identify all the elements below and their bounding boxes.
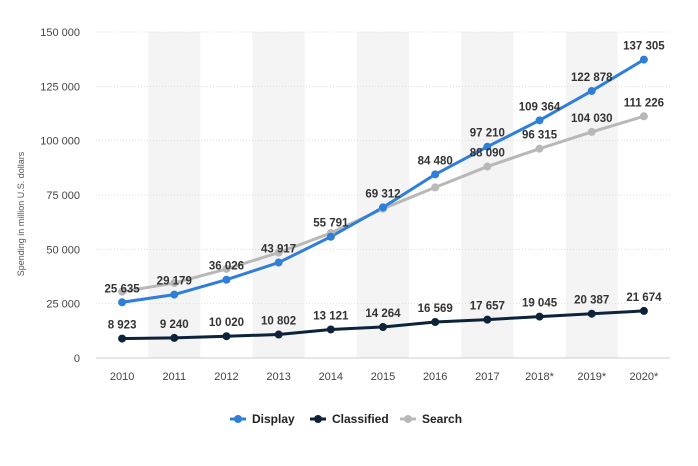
data-point-display	[326, 232, 335, 241]
x-tick-label: 2019*	[577, 371, 606, 383]
x-tick-label: 2011	[162, 371, 186, 383]
data-point-display	[118, 298, 127, 307]
data-point-search	[170, 279, 179, 288]
data-point-classified	[639, 306, 648, 315]
x-tick-label: 2013	[266, 371, 290, 383]
data-label-display: 29 179	[157, 276, 192, 288]
data-point-display	[222, 275, 231, 284]
data-label-display: 122 878	[571, 72, 613, 84]
data-label-display: 43 917	[261, 244, 296, 256]
data-point-search	[639, 112, 648, 121]
data-label-search: 111 226	[624, 97, 664, 109]
y-tick-label: 125 000	[40, 81, 80, 93]
y-tick-label: 100 000	[40, 136, 80, 148]
data-label-classified: 14 264	[365, 308, 401, 320]
data-label-classified: 21 674	[626, 292, 662, 304]
legend-item-display: Display	[230, 412, 295, 426]
legend-item-classified: Classified	[310, 412, 389, 426]
data-labels: 25 635 29 179 36 026 43 917 55 791 69 312 84 4…	[104, 41, 665, 332]
legend-marker	[234, 415, 242, 423]
y-tick-label: 0	[74, 353, 80, 365]
data-point-search	[483, 162, 492, 171]
x-tick-label: 2012	[214, 371, 238, 383]
data-point-display	[535, 116, 544, 125]
data-point-classified	[431, 317, 440, 326]
legend-marker	[314, 415, 322, 423]
data-point-search	[587, 127, 596, 136]
legend-label: Display	[252, 412, 295, 426]
data-label-display: 109 364	[519, 101, 561, 113]
column-band	[252, 32, 305, 358]
data-label-classified: 20 387	[574, 295, 609, 307]
data-label-display: 84 480	[418, 155, 453, 167]
data-label-display: 25 635	[104, 283, 140, 295]
legend-marker	[404, 415, 412, 423]
data-point-search	[222, 264, 231, 273]
y-axis-title: Spending in million U.S. dollars	[16, 151, 26, 276]
data-point-display	[379, 203, 387, 212]
data-point-search	[118, 287, 127, 296]
y-tick-label: 150 000	[40, 27, 80, 39]
data-label-classified: 16 569	[418, 303, 453, 315]
data-point-classified	[170, 333, 179, 342]
data-point-display	[587, 86, 596, 95]
data-point-search	[535, 144, 544, 153]
x-tick-label: 2020*	[630, 371, 659, 383]
data-point-classified	[222, 332, 231, 341]
data-label-display: 36 026	[209, 261, 244, 273]
data-label-classified: 8 923	[108, 320, 137, 332]
data-label-search: 88 090	[470, 148, 505, 160]
data-label-classified: 13 121	[313, 310, 349, 322]
data-label-classified: 10 020	[209, 317, 244, 329]
y-tick-label: 50 000	[46, 244, 80, 256]
data-label-display: 137 305	[623, 41, 665, 53]
data-label-display: 97 210	[470, 128, 505, 140]
y-tick-label: 75 000	[46, 190, 80, 202]
legend-label: Search	[422, 412, 462, 426]
data-point-display	[431, 170, 440, 179]
legend-label: Classified	[332, 412, 389, 426]
y-tick-label: 25 000	[46, 299, 80, 311]
data-point-search	[431, 183, 440, 192]
x-tick-label: 2010	[110, 371, 134, 383]
data-point-classified	[379, 322, 387, 331]
data-point-search	[274, 248, 283, 257]
data-point-classified	[535, 312, 544, 321]
data-point-display	[170, 290, 179, 299]
data-point-display	[639, 55, 648, 64]
series-points	[118, 55, 648, 343]
data-label-classified: 19 045	[522, 298, 558, 310]
x-tick-label: 2015	[371, 371, 395, 383]
axes: 0 25 000 50 000 75 000 100 000 125 000 150 000…	[40, 27, 670, 383]
data-label-search: 104 030	[571, 113, 613, 125]
x-tick-label: 2014	[319, 371, 343, 383]
data-point-classified	[326, 325, 335, 334]
x-tick-label: 2017	[475, 371, 499, 383]
x-tick-label: 2016	[423, 371, 447, 383]
data-label-search: 96 315	[522, 130, 558, 142]
data-point-classified	[274, 330, 283, 339]
data-point-display	[483, 142, 492, 151]
legend-item-search: Search	[400, 412, 462, 426]
data-label-display: 55 791	[313, 218, 349, 230]
legend: Display Classified Search	[230, 412, 462, 426]
data-label-classified: 9 240	[160, 319, 189, 331]
data-label-display: 69 312	[365, 188, 400, 200]
x-tick-label: 2018*	[525, 371, 554, 383]
data-point-display	[274, 258, 283, 267]
data-label-classified: 17 657	[470, 301, 505, 313]
data-point-classified	[483, 315, 492, 324]
data-point-classified	[118, 334, 127, 343]
data-label-classified: 10 802	[261, 316, 296, 328]
data-point-classified	[587, 309, 596, 318]
